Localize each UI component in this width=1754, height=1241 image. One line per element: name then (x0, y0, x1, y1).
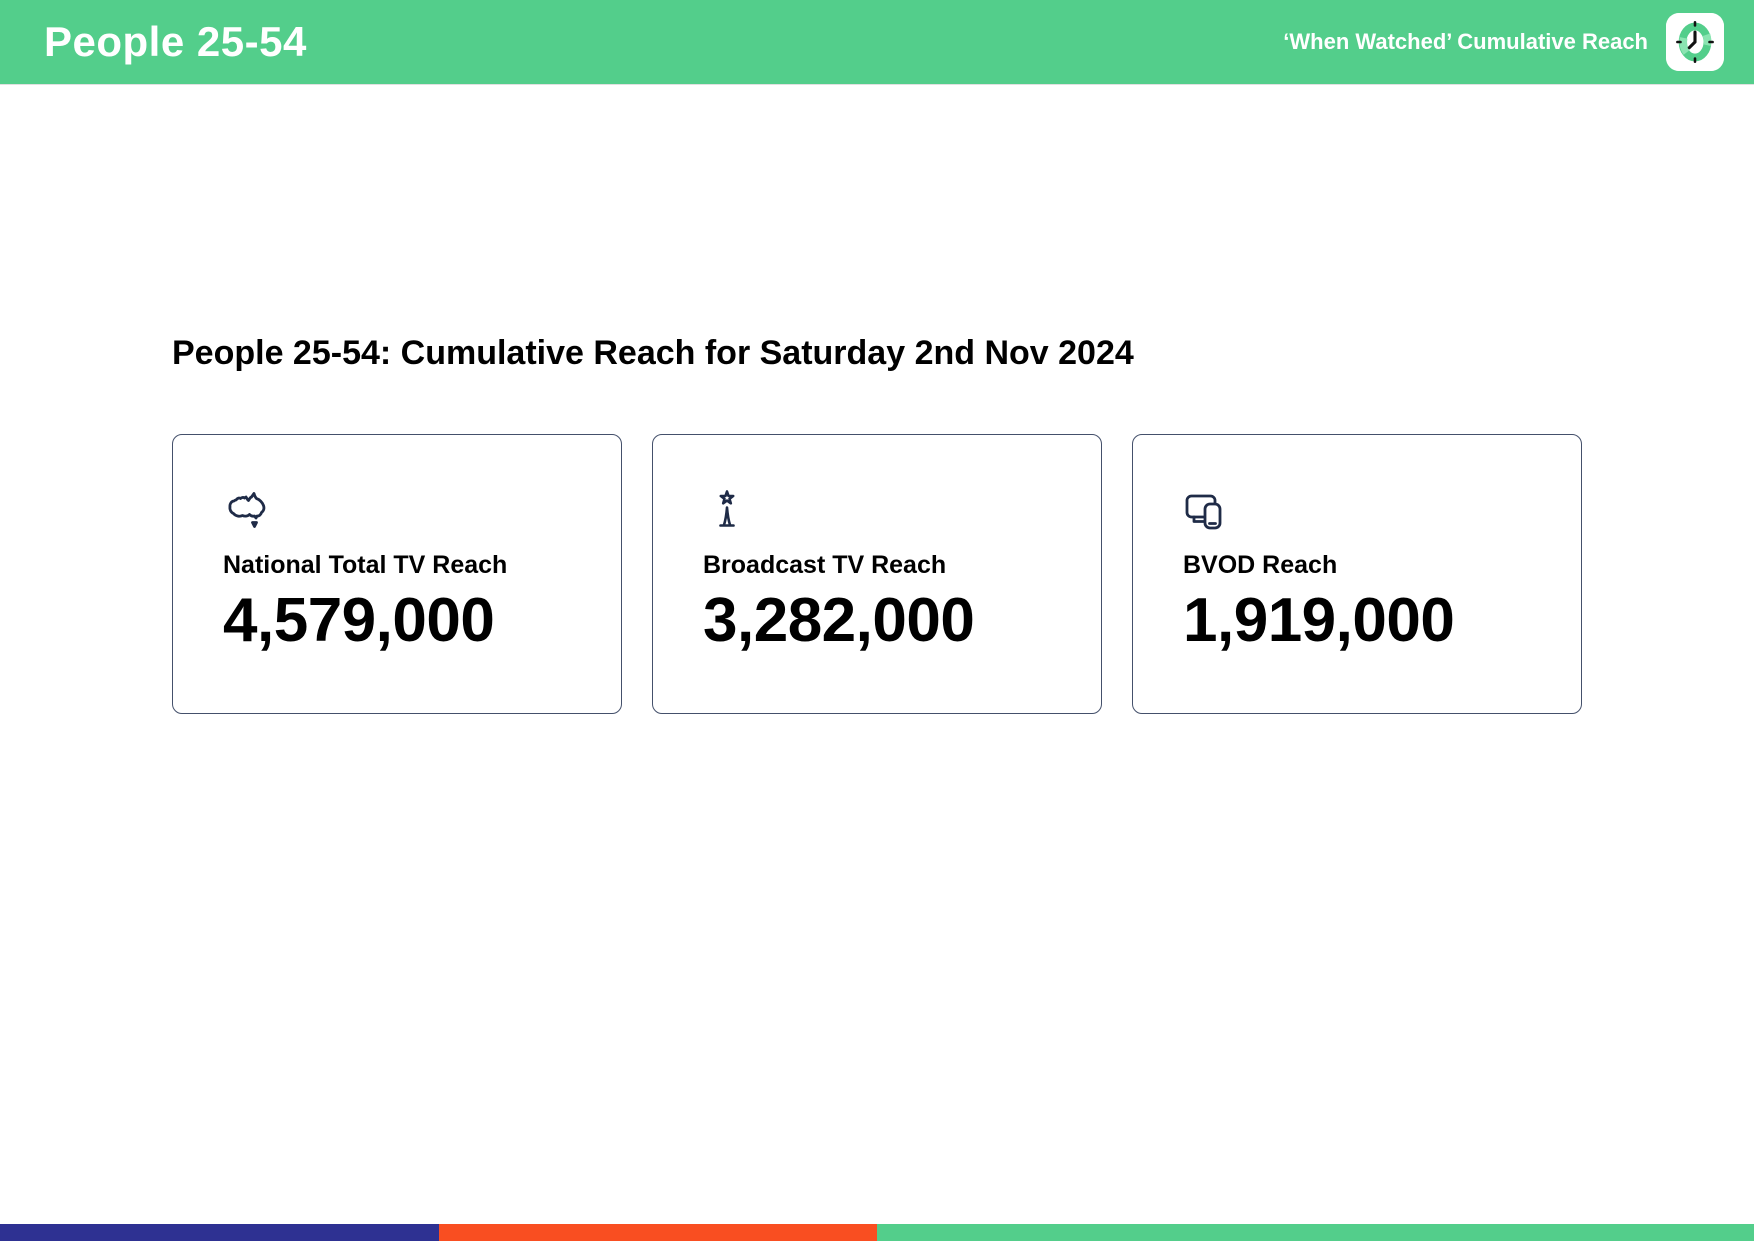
devices-icon (1183, 487, 1231, 535)
kpi-cards-row: National Total TV Reach 4,579,000 Broadc… (172, 433, 1582, 714)
footer-color-bar (0, 1224, 1754, 1241)
card-value: 3,282,000 (703, 585, 975, 655)
card-broadcast-tv-reach: Broadcast TV Reach 3,282,000 (652, 433, 1102, 714)
card-label: National Total TV Reach (223, 550, 508, 579)
australia-map-icon (223, 487, 271, 535)
footer-bar-segment-green (877, 1224, 1754, 1241)
broadcast-tower-icon (703, 487, 751, 535)
card-label: BVOD Reach (1183, 550, 1338, 579)
clock-icon (1666, 13, 1724, 71)
card-label: Broadcast TV Reach (703, 550, 947, 579)
header-right-group: ‘When Watched’ Cumulative Reach (1283, 13, 1724, 71)
app-title: People 25-54 (44, 18, 307, 65)
page-title: People 25-54: Cumulative Reach for Satur… (172, 334, 1134, 372)
card-value: 1,919,000 (1183, 585, 1455, 655)
header-subtitle: ‘When Watched’ Cumulative Reach (1283, 29, 1648, 54)
report-content: People 25-54: Cumulative Reach for Satur… (0, 84, 1754, 714)
footer-bar-segment-orange (438, 1224, 877, 1241)
card-national-total-tv-reach: National Total TV Reach 4,579,000 (172, 433, 622, 714)
app-header: People 25-54 ‘When Watched’ Cumulative R… (0, 0, 1754, 84)
card-bvod-reach: BVOD Reach 1,919,000 (1132, 433, 1582, 714)
footer-bar-segment-blue (0, 1224, 439, 1241)
card-value: 4,579,000 (223, 585, 495, 655)
